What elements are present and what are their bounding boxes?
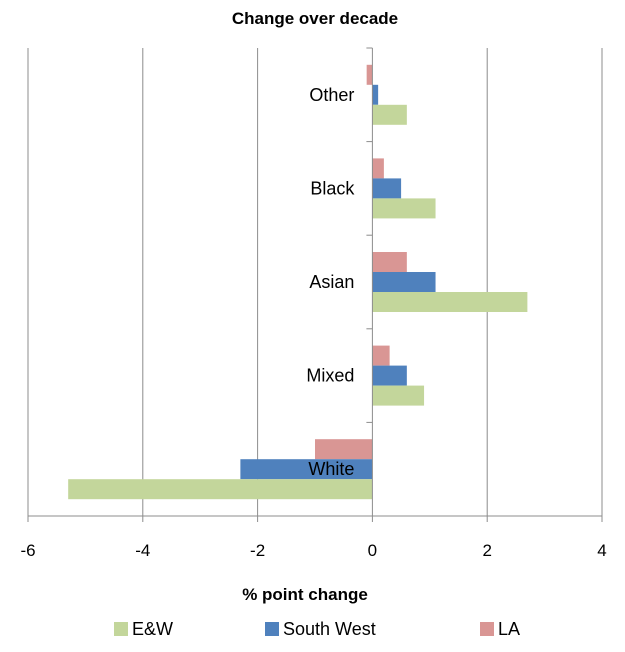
bar-e-w-mixed (372, 385, 425, 406)
bar-south-west-mixed (372, 365, 407, 386)
category-label: Black (310, 178, 355, 198)
bar-la-mixed (372, 345, 390, 366)
bar-la-black (372, 158, 384, 179)
gridlines (27, 48, 603, 516)
legend-swatch (114, 622, 128, 636)
bar-e-w-black (372, 198, 436, 219)
bar-e-w-white (68, 479, 373, 500)
bar-south-west-other (372, 84, 379, 105)
category-labels: White Mixed Asian Black Other (306, 85, 355, 479)
x-tick-label: -4 (135, 541, 150, 560)
category-label: White (308, 459, 354, 479)
category-label: Other (309, 85, 354, 105)
legend-swatch (480, 622, 494, 636)
chart-title: Change over decade (232, 9, 398, 28)
bar-la-asian (372, 252, 407, 272)
legend-swatch (265, 622, 279, 636)
x-tick-label: 2 (482, 541, 491, 560)
bar-e-w-other (372, 104, 407, 125)
legend-label: South West (283, 619, 376, 639)
axes (27, 47, 603, 522)
bar-la-white (315, 439, 373, 460)
x-tick-label: -6 (20, 541, 35, 560)
category-label: Asian (309, 272, 354, 292)
bar-south-west-white (240, 459, 373, 480)
bar-la-other (366, 64, 373, 85)
x-tick-label: -2 (250, 541, 265, 560)
bar-e-w-asian (372, 292, 528, 312)
category-label: Mixed (306, 366, 354, 386)
x-axis-label: % point change (242, 585, 368, 604)
legend-label: LA (498, 619, 520, 639)
bars (68, 64, 528, 500)
x-tick-labels: -6 -4 -2 0 2 4 (20, 541, 606, 560)
x-tick-label: 0 (368, 541, 377, 560)
legend-label: E&W (132, 619, 173, 639)
bar-south-west-asian (372, 272, 436, 292)
legend: E&W South West LA (114, 619, 520, 639)
bar-south-west-black (372, 178, 402, 199)
x-tick-label: 4 (597, 541, 606, 560)
